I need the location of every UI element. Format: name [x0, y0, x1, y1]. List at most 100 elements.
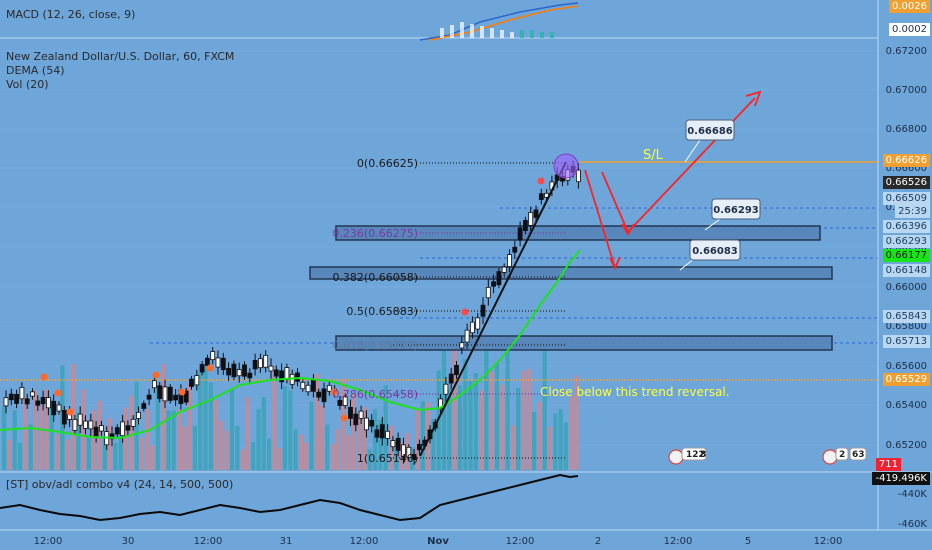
candle-body [114, 427, 120, 435]
fib-label-0: 0(0.66625) [357, 157, 418, 170]
volume-bar [357, 413, 362, 470]
candle-body [443, 383, 449, 395]
candle-body [77, 413, 83, 426]
candle-body [337, 399, 343, 406]
volume-bar [272, 369, 277, 470]
volume-bar [113, 442, 118, 470]
candle-body [8, 393, 14, 401]
candle-body [173, 394, 179, 401]
candle-body [24, 398, 30, 405]
volume-bar [12, 410, 17, 470]
trend-note: Close below this trend reversal. [540, 385, 730, 399]
event-badges[interactable]: 122 8 2 63 [668, 447, 867, 465]
price-axis-marker: 0.65713 [882, 335, 930, 348]
candle-body [464, 329, 470, 343]
candle-body [99, 425, 104, 432]
price-axis-marker: 0.65529 [882, 373, 930, 386]
signal-dots [40, 177, 545, 422]
price-tick-label: 0.65200 [885, 440, 927, 451]
candle-body [199, 364, 205, 373]
candle-body [401, 444, 406, 457]
volume-bar [150, 445, 155, 470]
volume-bar [55, 434, 60, 470]
candle-body [363, 417, 369, 431]
candle-body [120, 421, 125, 437]
trend-line[interactable] [419, 161, 567, 457]
candle-body [72, 418, 78, 431]
callout-text-66293: 0.66293 [713, 205, 759, 216]
volume-bar [224, 430, 229, 470]
candle-body [321, 388, 327, 403]
candle-body [125, 425, 131, 431]
candle-body [395, 437, 401, 451]
price-axis-marker: 0.66177 [882, 249, 930, 262]
volume-bar [373, 409, 378, 470]
volume-bar [304, 442, 309, 470]
volume-bar [574, 375, 579, 470]
candle-body [183, 390, 189, 403]
supply-demand-zones[interactable] [309, 225, 833, 351]
price-axis-marker: 0.66509 [882, 192, 930, 205]
volume-bar [510, 425, 515, 470]
volume-bar [102, 436, 107, 470]
projection-arrows[interactable] [584, 90, 762, 271]
candle-body [40, 396, 46, 405]
macd-axis-label-1: 0.0002 [889, 23, 930, 36]
fib-label-786: 0.786(0.65458) [332, 388, 418, 401]
volume-bar [17, 442, 23, 470]
volume-bar [484, 342, 489, 470]
volume-bar [81, 389, 86, 470]
volume-bar [76, 412, 81, 470]
price-axis-marker: 25:39 [895, 205, 930, 218]
time-axis-label: 12:00 [506, 536, 535, 547]
volume-bar [118, 428, 123, 470]
fib-label-500: 0.5(0.65883) [346, 305, 418, 318]
obv-axis-label-1: -460K [897, 519, 927, 530]
fib-labels: 0(0.66625) 0.236(0.66275) 0.382(0.66058)… [332, 157, 418, 465]
volume-bar [245, 397, 250, 470]
candle-body [46, 397, 51, 409]
candle-body [485, 286, 491, 299]
callout-66686[interactable]: 0.66686 [684, 119, 735, 163]
volume-bar [161, 364, 166, 470]
price-axis-marker: 0.66148 [882, 264, 930, 277]
volume-bar [92, 409, 97, 470]
volume-bar [394, 443, 399, 470]
price-candles [3, 160, 581, 465]
fib-label-618: 0.618(0.65707) [332, 339, 418, 352]
candle-body [310, 379, 316, 392]
price-tick-label: 0.66800 [885, 124, 927, 135]
candle-body [348, 407, 353, 419]
volume-bar [123, 407, 129, 470]
price-tick-label: 0.66600 [885, 163, 927, 174]
candle-body [210, 351, 216, 361]
callout-text-66083: 0.66083 [692, 246, 738, 257]
volume-bar [516, 387, 521, 470]
callout-66293[interactable]: 0.66293 [704, 198, 761, 231]
volume-bar [7, 439, 12, 470]
callout-66083[interactable]: 0.66083 [679, 239, 741, 271]
time-axis-label: 2 [595, 536, 601, 547]
candle-body [189, 378, 194, 387]
symbol-title: New Zealand Dollar/U.S. Dollar, 60, FXCM [6, 50, 235, 63]
volume-bar [447, 388, 452, 470]
volume-bar [431, 419, 436, 470]
price-axis-marker: 0.66526 [882, 176, 930, 189]
candle-body [411, 453, 417, 460]
fib-lines [390, 162, 565, 459]
volume-bar [473, 372, 478, 470]
volume-bar [219, 420, 224, 470]
volume-bar [298, 434, 303, 470]
candle-body [538, 193, 544, 200]
volume-bar [240, 449, 245, 470]
volume-bar [468, 380, 473, 470]
sl-label: S/L [643, 148, 664, 163]
time-axis[interactable]: 12:00 30 12:00 31 12:00 Nov 12:00 2 12:00 5 12:00 [34, 536, 843, 547]
zone-66275 [335, 225, 821, 241]
volume-bar [134, 381, 139, 470]
badge-text-8: 8 [700, 450, 706, 460]
fib-label-1: 1(0.65140) [357, 452, 418, 465]
volume-bar [346, 435, 351, 470]
candle-body [30, 391, 35, 397]
